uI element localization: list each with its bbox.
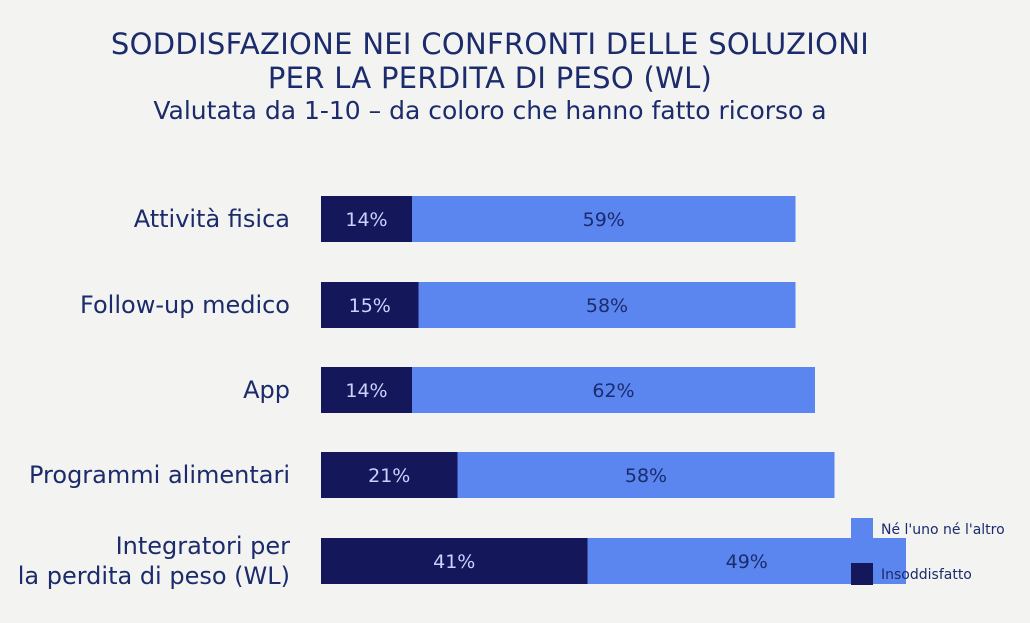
bar-segment — [457, 452, 835, 498]
category-label: Programmi alimentari — [29, 461, 290, 489]
data-label: 58% — [586, 295, 628, 317]
bar-segment — [418, 282, 796, 328]
bar-segment — [412, 367, 815, 413]
data-label: 62% — [592, 380, 634, 402]
legend-label: Insoddisfatto — [881, 567, 972, 583]
legend-swatch — [851, 518, 873, 540]
category-label: Follow-up medico — [80, 291, 290, 319]
chart-subtitle: Valutata da 1-10 – da coloro che hanno f… — [153, 96, 827, 125]
data-label: 59% — [583, 209, 625, 231]
legend-label: Né l'uno né l'altro — [881, 522, 1005, 538]
bar-segment — [321, 452, 458, 498]
data-label: 14% — [345, 380, 387, 402]
bar-segment — [321, 538, 588, 584]
bar-segment — [321, 367, 412, 413]
chart-title-line-1: SODDISFAZIONE NEI CONFRONTI DELLE SOLUZI… — [110, 27, 870, 61]
bar-segment — [412, 196, 796, 242]
category-label: Attività fisica — [134, 205, 290, 233]
data-label: 14% — [345, 209, 387, 231]
data-label: 58% — [625, 465, 667, 487]
legend-swatch — [851, 563, 873, 585]
chart-title-line-2: PER LA PERDITA DI PESO (WL) — [267, 61, 713, 95]
data-label: 21% — [368, 465, 410, 487]
bar-segment — [321, 282, 419, 328]
data-label: 49% — [726, 551, 768, 573]
data-label: 41% — [433, 551, 475, 573]
bar-segment — [321, 196, 412, 242]
data-label: 15% — [349, 295, 391, 317]
category-label: App — [243, 376, 290, 404]
category-label: Integratori per la perdita di peso (WL) — [18, 532, 290, 590]
